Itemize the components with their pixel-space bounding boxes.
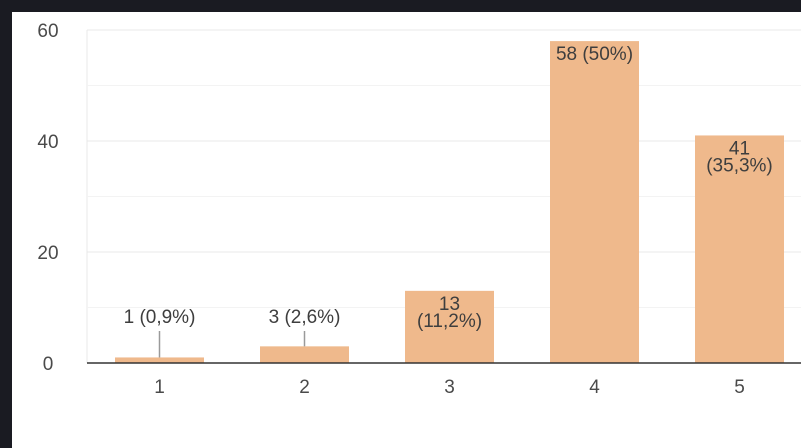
bars xyxy=(115,41,784,363)
x-tick-label: 1 xyxy=(154,377,165,398)
bar-2 xyxy=(260,346,349,363)
x-tick-label: 4 xyxy=(589,377,600,398)
bar-1 xyxy=(115,357,204,363)
y-axis-ticks: 0 20 40 60 xyxy=(37,21,58,375)
y-tick-label: 60 xyxy=(37,21,58,42)
data-label: 41 xyxy=(729,138,750,159)
bar-chart: 0 20 40 60 1 2 3 4 5 1 (0,9%) 3 (2,6%) 13(11,2%) 5… xyxy=(37,21,801,398)
x-tick-label: 5 xyxy=(734,377,745,398)
data-label: 58 (50%) xyxy=(556,44,633,65)
data-label: (35,3%) xyxy=(706,155,773,176)
y-tick-label: 40 xyxy=(37,132,58,153)
y-tick-label: 0 xyxy=(43,354,54,375)
x-tick-label: 2 xyxy=(299,377,310,398)
data-label: 3 (2,6%) xyxy=(269,307,341,328)
chart-panel: 0 20 40 60 1 2 3 4 5 1 (0,9%) 3 (2,6%) 13 (11,2%) 5… xyxy=(12,12,801,448)
data-label: 1 (0,9%) xyxy=(124,307,196,328)
x-axis-ticks: 1 2 3 4 5 xyxy=(154,377,745,398)
gridlines xyxy=(86,29,801,363)
data-labels: 1 (0,9%) 3 (2,6%) 13(11,2%) 58 (50%) 41(35,3… xyxy=(124,44,773,358)
bar-4 xyxy=(550,41,639,363)
bar-3 xyxy=(405,290,494,363)
x-tick-label: 3 xyxy=(444,377,455,398)
data-label: 13 xyxy=(439,294,460,315)
data-label: (11,2%) xyxy=(417,311,482,332)
y-tick-label: 20 xyxy=(37,243,58,264)
bar-5 xyxy=(695,135,784,363)
